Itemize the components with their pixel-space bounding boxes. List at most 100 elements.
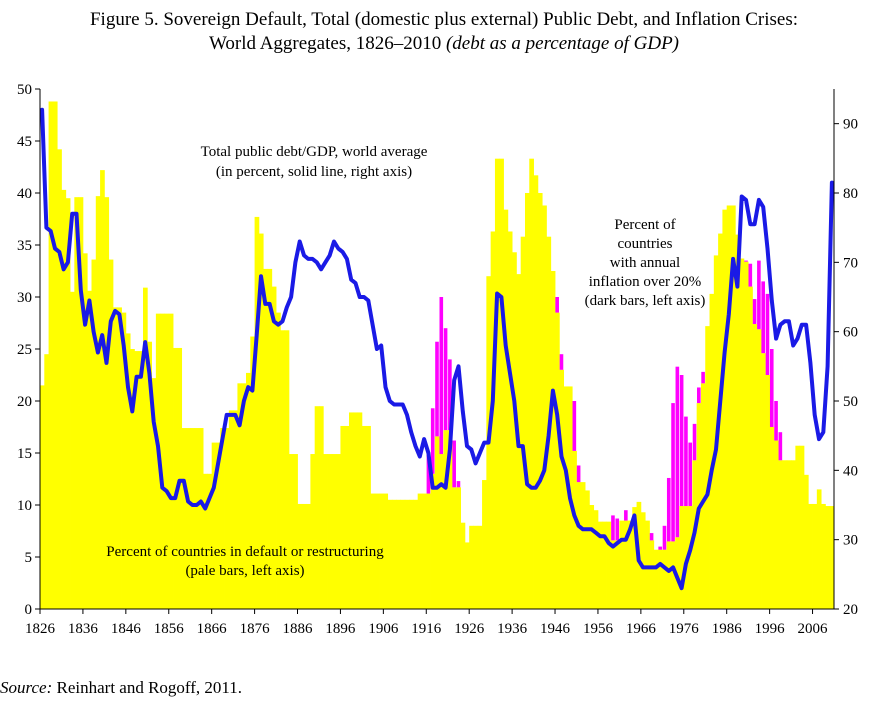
default-bar-1900 — [357, 412, 363, 609]
x-tick-label-1986: 1986 — [712, 621, 743, 637]
title-line-2-main: World Aggregates, 1826–2010 — [208, 33, 442, 54]
x-tick-label-1976: 1976 — [669, 621, 700, 637]
inflation-bar-1992 — [752, 299, 757, 325]
default-bar-1852 — [151, 378, 157, 609]
right-tick-label-80: 80 — [843, 186, 858, 202]
inflation-bar-1976 — [684, 416, 688, 507]
default-bar-1898 — [349, 412, 354, 609]
default-bar-1956 — [597, 521, 603, 609]
plot-area — [40, 101, 835, 610]
default-bar-1894 — [331, 454, 337, 609]
default-bar-1948 — [563, 386, 569, 609]
default-bar-1995 — [765, 375, 771, 609]
default-bar-1934 — [503, 209, 509, 609]
source-text: Reinhart and Rogoff, 2011. — [52, 678, 243, 697]
default-bar-1950 — [572, 450, 577, 609]
default-bar-1879 — [267, 268, 273, 609]
default-bar-1917 — [430, 473, 436, 609]
inflation-bar-1917 — [430, 408, 435, 474]
default-bar-1869 — [224, 428, 230, 609]
inflation-bar-1947 — [559, 354, 564, 370]
right-tick-label-60: 60 — [843, 325, 858, 341]
default-bar-2001 — [791, 460, 796, 609]
x-tick-label-1966: 1966 — [626, 621, 657, 637]
inflation-bar-1974 — [675, 366, 680, 538]
default-bar-1987 — [730, 205, 736, 610]
default-bar-1945 — [550, 271, 556, 609]
inflation-bar-1923 — [456, 481, 461, 488]
debt-annotation-line-1: Total public debt/GDP, world average — [201, 144, 428, 160]
default-bar-2006 — [812, 503, 818, 609]
x-tick-label-1856: 1856 — [154, 621, 185, 637]
default-bar-1854 — [160, 313, 165, 609]
inflation-bar-1960 — [615, 518, 620, 541]
x-tick-label-1906: 1906 — [368, 621, 399, 637]
default-bar-1947 — [559, 369, 565, 609]
default-bar-1836 — [82, 253, 88, 609]
inflation-annotation-line-3: with annual — [610, 255, 680, 271]
default-bar-1929 — [482, 480, 487, 609]
default-bar-1968 — [649, 540, 655, 609]
default-bar-1980 — [700, 383, 706, 609]
default-bar-1927 — [473, 525, 479, 609]
default-bar-1907 — [387, 499, 393, 609]
default-bar-1970 — [658, 549, 663, 609]
default-bar-1888 — [306, 503, 311, 609]
default-bar-1857 — [173, 347, 178, 609]
inflation-bar-1973 — [671, 403, 675, 542]
inflation-bar-1993 — [757, 260, 761, 330]
default-bar-1928 — [477, 525, 483, 609]
inflation-bar-1921 — [448, 359, 452, 431]
right-tick-label-70: 70 — [843, 255, 858, 271]
default-bar-2010 — [829, 506, 835, 609]
default-bar-1946 — [555, 312, 560, 609]
default-bar-1886 — [297, 503, 303, 609]
default-bar-1878 — [263, 268, 268, 609]
default-bar-1844 — [117, 307, 122, 609]
default-bar-1923 — [456, 487, 462, 609]
left-tick-label-5: 5 — [25, 550, 33, 566]
inflation-bar-1922 — [452, 440, 456, 488]
inflation-bar-1971 — [662, 525, 667, 550]
default-bar-1966 — [640, 512, 646, 609]
default-bar-1901 — [361, 425, 367, 609]
default-bar-2005 — [808, 503, 813, 609]
default-bar-1941 — [533, 175, 539, 609]
default-bar-1843 — [112, 307, 118, 609]
default-bar-1998 — [778, 460, 783, 609]
default-bar-1897 — [344, 425, 350, 609]
default-bar-1887 — [301, 503, 307, 609]
default-bar-1895 — [336, 454, 341, 609]
default-bar-1881 — [276, 312, 281, 609]
title-line-2: World Aggregates, 1826–2010 (debt as a p… — [0, 32, 888, 56]
inflation-bar-1977 — [688, 442, 693, 507]
default-bar-1877 — [258, 233, 264, 609]
default-bar-1849 — [138, 351, 144, 609]
default-bar-1826 — [40, 385, 45, 609]
default-bar-1868 — [220, 428, 225, 609]
right-tick-label-50: 50 — [843, 394, 858, 410]
default-bar-2002 — [795, 445, 801, 609]
default-bar-1902 — [366, 425, 371, 609]
default-bar-2000 — [786, 460, 792, 609]
default-bar-1955 — [593, 510, 599, 609]
left-tick-label-30: 30 — [17, 290, 32, 306]
title-line-2-note: (debt as a percentage of GDP) — [445, 33, 680, 54]
default-bar-1936 — [512, 252, 517, 609]
default-bar-1990 — [743, 261, 749, 609]
inflation-bar-1968 — [649, 533, 654, 541]
default-bar-1871 — [233, 410, 238, 609]
default-bar-1996 — [769, 427, 775, 609]
default-bar-1884 — [288, 454, 294, 609]
default-bar-1866 — [211, 442, 217, 609]
default-bar-1921 — [447, 430, 453, 609]
default-bar-1932 — [494, 158, 500, 609]
default-bar-1873 — [241, 383, 247, 609]
default-bar-1999 — [782, 460, 788, 609]
inflation-annotation-line-5: (dark bars, left axis) — [585, 293, 706, 309]
left-tick-label-35: 35 — [17, 238, 32, 254]
default-bar-1909 — [396, 499, 401, 609]
default-bar-1938 — [520, 236, 526, 609]
default-bar-1952 — [580, 482, 586, 609]
inflation-bar-1980 — [701, 371, 705, 384]
